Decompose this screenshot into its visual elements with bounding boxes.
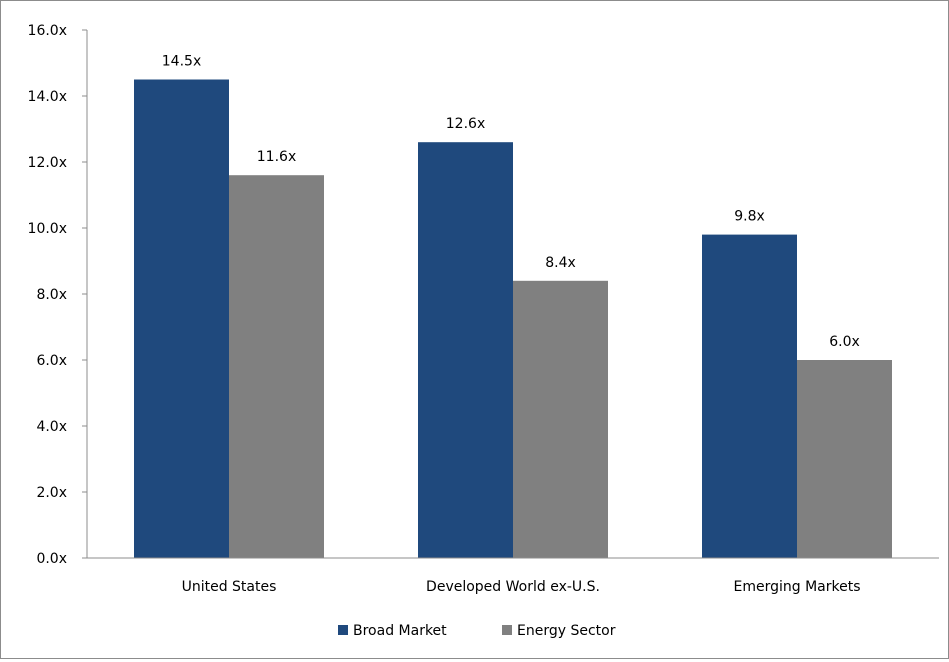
- y-axis: 0.0x 2.0x 4.0x 6.0x 8.0x 10.0x 12.0x 14.0x 16.0x: [28, 23, 88, 567]
- y-tick-label: 14.0x: [28, 89, 67, 105]
- legend: Broad Market Energy Sector: [338, 623, 616, 639]
- bar-data-label: 11.6x: [257, 149, 296, 165]
- bar-data-label: 8.4x: [545, 255, 576, 271]
- x-category-label: Emerging Markets: [733, 579, 860, 595]
- bars-group: [134, 79, 892, 558]
- x-category-label: Developed World ex-U.S.: [426, 579, 600, 595]
- bar-data-label: 14.5x: [162, 54, 201, 70]
- x-axis: United States Developed World ex-U.S. Emer…: [87, 557, 939, 595]
- y-tick-label: 2.0x: [36, 485, 67, 501]
- y-tick-label: 12.0x: [28, 155, 67, 171]
- y-tick-label: 10.0x: [28, 221, 67, 237]
- bar-data-label: 9.8x: [734, 209, 765, 225]
- bar-energy-sector: [229, 175, 324, 558]
- bar-data-label: 6.0x: [829, 334, 860, 350]
- legend-label: Energy Sector: [517, 623, 616, 639]
- bar-broad-market: [134, 79, 229, 558]
- y-tick-label: 6.0x: [36, 353, 67, 369]
- x-category-label: United States: [182, 579, 277, 595]
- legend-swatch: [338, 625, 348, 635]
- y-tick-label: 4.0x: [36, 419, 67, 435]
- bar-data-label: 12.6x: [446, 116, 485, 132]
- y-tick-label: 16.0x: [28, 23, 67, 39]
- bar-broad-market: [702, 234, 797, 558]
- bar-energy-sector: [797, 360, 892, 558]
- bar-broad-market: [418, 142, 513, 558]
- bar-energy-sector: [513, 280, 608, 558]
- y-tick-label: 8.0x: [36, 287, 67, 303]
- legend-swatch: [502, 625, 512, 635]
- data-labels-group: 14.5x 11.6x 12.6x 8.4x 9.8x 6.0x: [162, 54, 860, 351]
- legend-label: Broad Market: [353, 623, 447, 639]
- y-tick-label: 0.0x: [36, 551, 67, 567]
